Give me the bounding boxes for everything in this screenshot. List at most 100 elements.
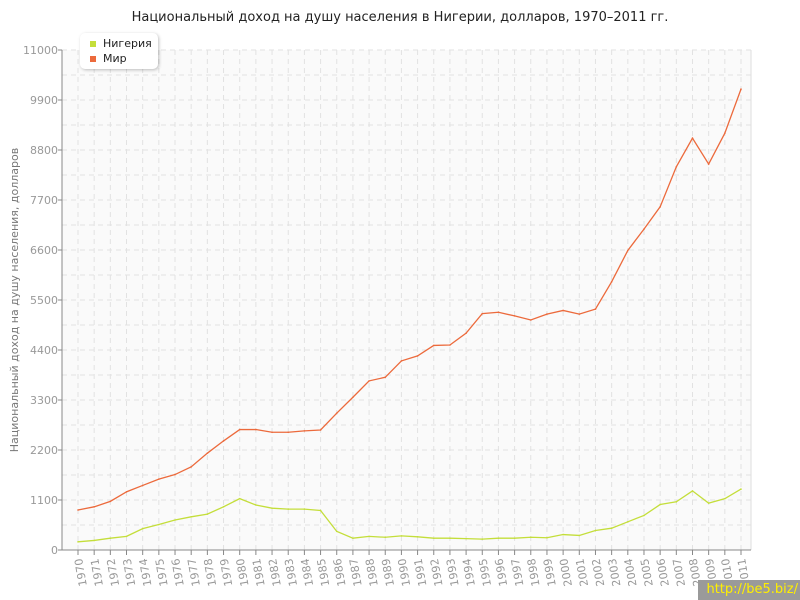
data-point-world <box>594 308 597 310</box>
x-tick-label: 2008 <box>687 557 705 587</box>
data-point-world <box>125 491 128 493</box>
x-tick-label: 1988 <box>363 557 381 587</box>
data-point-world <box>174 473 176 476</box>
x-tick-label: 1992 <box>428 557 446 587</box>
x-tick-label: 1979 <box>218 557 236 587</box>
data-point-nigeria <box>352 537 354 539</box>
x-tick-label: 1987 <box>347 557 365 587</box>
x-tick-label: 1974 <box>137 557 155 587</box>
data-point-nigeria <box>724 497 726 500</box>
data-point-world <box>206 452 209 454</box>
legend-swatch-world <box>90 55 96 62</box>
data-point-nigeria <box>109 537 112 539</box>
y-tick-label: 2200 <box>30 444 58 457</box>
x-tick-label: 1994 <box>460 557 478 587</box>
data-point-nigeria <box>174 519 176 521</box>
data-point-world <box>238 428 241 431</box>
data-point-world <box>578 313 581 315</box>
x-tick-label: 1991 <box>412 557 430 587</box>
data-point-world <box>190 466 192 468</box>
y-tick-label: 5500 <box>30 294 58 307</box>
data-point-nigeria <box>449 537 451 539</box>
x-tick-label: 1983 <box>282 557 300 587</box>
data-point-nigeria <box>77 541 79 543</box>
x-tick-label: 1980 <box>234 557 252 587</box>
legend-swatch-nigeria <box>90 40 96 47</box>
x-tick-label: 2009 <box>703 557 721 587</box>
y-tick-label: 3300 <box>30 394 58 407</box>
data-point-nigeria <box>255 504 257 506</box>
data-point-nigeria <box>416 536 419 538</box>
watermark-link[interactable]: http://be5.biz/ <box>698 580 800 600</box>
y-tick-label: 6600 <box>30 244 58 257</box>
data-point-nigeria <box>206 513 209 515</box>
x-tick-label: 1981 <box>250 557 268 587</box>
data-point-world <box>465 332 467 334</box>
data-point-world <box>691 137 694 139</box>
series-line-nigeria <box>77 488 742 543</box>
data-point-nigeria <box>465 537 467 540</box>
data-point-nigeria <box>675 501 678 503</box>
legend-label-world: Мир <box>103 52 127 65</box>
data-point-nigeria <box>578 534 581 537</box>
data-point-world <box>562 309 564 312</box>
data-point-world <box>610 281 613 283</box>
legend-item-nigeria[interactable]: Нигерия <box>90 37 152 50</box>
y-tick-label: 11000 <box>23 44 58 57</box>
x-tick-label: 2000 <box>557 557 575 587</box>
data-point-world <box>400 360 403 362</box>
data-point-world <box>724 132 726 134</box>
x-tick-label: 2006 <box>654 557 672 587</box>
x-tick-label: 1978 <box>202 557 220 587</box>
x-tick-label: 2002 <box>590 557 608 587</box>
data-point-nigeria <box>222 506 225 508</box>
x-tick-label: 1971 <box>88 557 106 587</box>
data-point-world <box>416 355 419 357</box>
data-point-world <box>319 429 322 431</box>
x-tick-label: 1986 <box>331 557 349 587</box>
data-point-nigeria <box>707 502 710 504</box>
x-tick-label: 1982 <box>266 557 284 587</box>
x-tick-label: 1973 <box>121 557 139 587</box>
data-point-nigeria <box>594 529 597 532</box>
data-point-world <box>627 249 629 252</box>
data-point-world <box>546 313 548 315</box>
x-tick-label: 2001 <box>573 557 591 587</box>
data-point-world <box>271 431 273 434</box>
x-tick-label: 1996 <box>493 557 511 587</box>
data-point-world <box>675 166 678 168</box>
data-point-world <box>529 319 532 321</box>
data-point-world <box>481 312 484 315</box>
data-point-nigeria <box>497 537 500 539</box>
data-point-world <box>432 344 435 347</box>
data-point-world <box>109 500 112 503</box>
data-point-nigeria <box>546 536 548 539</box>
x-tick-label: 2005 <box>638 557 656 587</box>
data-point-nigeria <box>610 527 613 529</box>
data-point-nigeria <box>93 539 95 542</box>
x-tick-label: 2010 <box>719 557 737 587</box>
data-point-nigeria <box>740 488 742 490</box>
x-tick-label: 1993 <box>444 557 462 587</box>
data-point-world <box>77 509 79 511</box>
x-tick-label: 1999 <box>541 557 559 587</box>
legend-item-world[interactable]: Мир <box>90 52 127 65</box>
legend-label-nigeria: Нигерия <box>103 37 152 50</box>
data-point-world <box>303 430 306 432</box>
data-point-world <box>384 376 387 379</box>
x-tick-label: 2004 <box>622 557 640 587</box>
y-tick-label: 1100 <box>30 494 58 507</box>
x-tick-label: 1995 <box>476 557 494 587</box>
y-tick-label: 4400 <box>30 344 58 357</box>
data-point-nigeria <box>319 509 322 512</box>
data-point-world <box>497 311 500 314</box>
data-point-nigeria <box>238 497 241 500</box>
data-point-nigeria <box>432 537 435 539</box>
x-tick-label: 1989 <box>379 557 397 587</box>
data-point-nigeria <box>303 508 306 510</box>
data-point-world <box>141 484 144 487</box>
x-tick-label: 2011 <box>735 557 753 587</box>
data-point-nigeria <box>125 535 128 538</box>
x-tick-label: 1975 <box>153 557 171 587</box>
